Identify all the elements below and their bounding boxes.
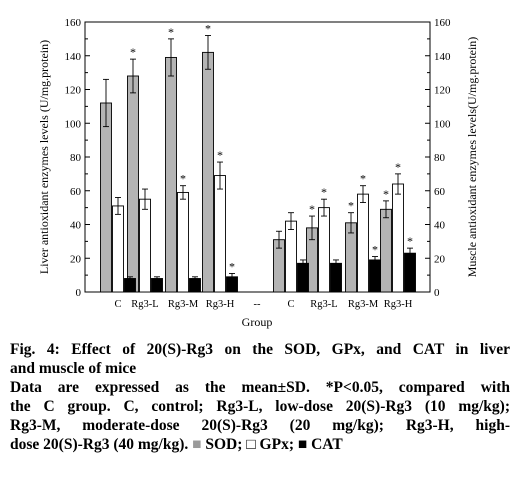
significance-mark: * (217, 148, 223, 162)
bar-gpx (214, 175, 226, 293)
x-tick-label: -- (254, 299, 261, 310)
bar-gpx (112, 205, 124, 293)
significance-mark: * (372, 243, 378, 257)
y-tick-label-right: 160 (434, 17, 451, 29)
significance-mark: * (205, 22, 211, 36)
y-tick-label-left: 120 (65, 85, 82, 97)
x-tick-label: C (114, 299, 121, 310)
bar-cat (369, 259, 381, 293)
x-tick-label: Rg3-M (168, 299, 199, 310)
bar-chart: 0 20 40 60 80 100 120 140 160 0 20 40 60 80 100 120 140… (37, 17, 479, 329)
bar-gpx (318, 207, 330, 293)
caption-body-line-4-text: dose 20(S)-Rg3 (40 mg/kg). (10, 436, 189, 453)
y-tick-label-right: 20 (434, 253, 446, 265)
bar-gpx (357, 193, 369, 293)
bar-sod (100, 102, 112, 293)
y-tick-label-right: 0 (434, 287, 440, 299)
caption-body-line-4: dose 20(S)-Rg3 (40 mg/kg). ■ SOD; □ GPx;… (10, 435, 510, 454)
significance-mark: * (180, 172, 186, 186)
y-tick-label-right: 140 (434, 51, 451, 63)
significance-mark: * (321, 185, 327, 199)
y-tick-label-left: 60 (70, 186, 82, 198)
x-tick-label: Rg3-H (384, 299, 413, 310)
caption-title-line-2: and muscle of mice (10, 360, 137, 377)
significance-mark: * (360, 172, 366, 186)
legend-sod-label: SOD; (205, 436, 243, 453)
bar-sod (380, 208, 392, 293)
caption-body-line-2: the C group. C, control; Rg3-L, low-dose… (10, 398, 510, 415)
bar-cat (330, 262, 342, 293)
significance-mark: * (348, 199, 354, 213)
significance-mark: * (309, 202, 315, 216)
y-tick-label-right: 40 (434, 220, 446, 232)
caption-body-line-3: Rg3-M, moderate-dose 20(S)-Rg3 (20 mg/kg… (10, 417, 510, 434)
significance-mark: * (395, 160, 401, 174)
y-tick-label-left: 20 (70, 253, 82, 265)
y-tick-label-left: 100 (65, 118, 82, 130)
bar-sod (202, 51, 214, 293)
right-axis-label: Muscle antioxidant enzymes levels(U/mg.p… (465, 37, 479, 278)
x-tick-labels: C Rg3-L Rg3-M Rg3-H -- C Rg3-L Rg3-M Rg3-H (114, 299, 412, 310)
legend-gpx-symbol: □ (246, 436, 256, 453)
bar-gpx (139, 198, 151, 293)
figure-caption: Fig. 4: Effect of 20(S)-Rg3 on the SOD, … (10, 340, 510, 454)
legend-cat-symbol: ■ (297, 436, 308, 453)
x-tick-label: Rg3-H (206, 299, 235, 310)
bar-cat (404, 252, 416, 293)
y-tick-label-left: 160 (65, 17, 82, 29)
legend-cat-label: CAT (311, 436, 343, 453)
y-tick-label-right: 60 (434, 186, 446, 198)
significance-mark: * (407, 234, 413, 248)
y-tick-label-right: 120 (434, 85, 451, 97)
significance-mark: * (168, 25, 174, 39)
x-tick-label: Rg3-L (310, 299, 337, 310)
caption-body-line-1: Data are expressed as the mean±SD. *P<0.… (10, 379, 510, 396)
bar-gpx (177, 191, 189, 293)
bar-gpx (285, 220, 297, 293)
caption-title-line-1: Fig. 4: Effect of 20(S)-Rg3 on the SOD, … (10, 341, 510, 358)
y-tick-label-left: 140 (65, 51, 82, 63)
bars-group: * * * * * * * * * * * * * * (100, 22, 416, 293)
y-tick-label-right: 80 (434, 152, 446, 164)
x-tick-label: Rg3-L (131, 299, 158, 310)
y-tick-label-left: 0 (76, 287, 82, 299)
y-tick-label-right: 100 (434, 118, 451, 130)
y-tick-label-left: 40 (70, 220, 82, 232)
right-axis-ticks: 0 20 40 60 80 100 120 140 160 (425, 17, 451, 299)
bar-cat (297, 262, 309, 293)
legend-sod-symbol: ■ (192, 436, 202, 453)
x-tick-label: Rg3-M (348, 299, 379, 310)
left-axis-ticks: 0 20 40 60 80 100 120 140 160 (65, 17, 90, 299)
significance-mark: * (383, 187, 389, 201)
x-axis-label: Group (242, 315, 273, 329)
x-tick-label: C (287, 299, 294, 310)
left-axis-label: Liver antioxidant enzymes levels (U/mg.p… (37, 40, 51, 274)
legend-gpx-label: GPx; (259, 436, 294, 453)
bar-sod (165, 56, 177, 293)
y-tick-label-left: 80 (70, 152, 82, 164)
bar-sod (127, 75, 139, 293)
bar-gpx (392, 183, 404, 293)
significance-mark: * (229, 259, 235, 273)
significance-mark: * (130, 45, 136, 59)
